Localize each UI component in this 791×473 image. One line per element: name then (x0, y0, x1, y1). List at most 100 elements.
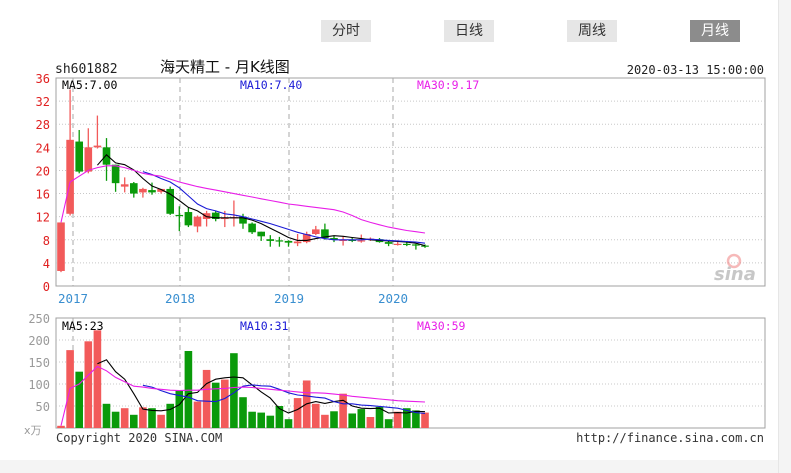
candle-up (57, 222, 65, 271)
candle-down (348, 239, 356, 241)
copyright-text: Copyright 2020 SINA.COM (56, 431, 222, 445)
ma30-price-line (60, 165, 426, 234)
volume-bar-down (384, 419, 393, 428)
year-axis-label: 2020 (378, 291, 408, 306)
volume-axis-tick: 50 (36, 400, 50, 414)
volume-bar-down (403, 408, 411, 428)
volume-bar-up (193, 401, 202, 428)
candle-down (421, 245, 429, 247)
price-plot-frame (55, 77, 766, 287)
candle-down (384, 242, 393, 244)
volume-bar-down (284, 419, 293, 428)
candle-down (412, 244, 420, 246)
price-axis-tick: 12 (36, 211, 50, 225)
candle-down (166, 188, 174, 214)
candle-down (266, 239, 275, 241)
sina-watermark-text: sina (714, 264, 756, 285)
volume-bar-down (248, 411, 256, 428)
year-axis-label: 2019 (274, 291, 304, 306)
price-axis-tick: 4 (43, 257, 50, 271)
volume-bar-down (111, 411, 120, 428)
candle-down (175, 214, 184, 217)
volume-bar-down (257, 412, 265, 428)
volume-bar-down (148, 408, 156, 428)
price-axis-tick: 0 (43, 280, 50, 294)
ma10-price-line (142, 171, 426, 244)
volume-bar-down (275, 406, 284, 428)
candle-up (193, 216, 202, 227)
candle-up (120, 184, 129, 187)
volume-bar-up (293, 398, 302, 428)
price-ma30-legend: MA30:9.17 (417, 78, 479, 92)
volume-bar-down (330, 411, 338, 428)
candle-down (403, 243, 411, 246)
candle-down (239, 216, 247, 224)
tab-weekly[interactable]: 周线 (567, 20, 617, 42)
volume-bar-up (339, 393, 347, 428)
candle-up (84, 147, 93, 172)
year-axis-label: 2017 (58, 291, 88, 306)
candle-down (248, 223, 256, 233)
ma5-volume-line (97, 359, 426, 414)
volume-bar-down (357, 409, 366, 428)
tab-monthly[interactable]: 月线 (690, 20, 740, 42)
volume-bar-down (348, 413, 356, 428)
volume-ma30-legend: MA30:59 (417, 319, 466, 333)
price-axis-tick: 32 (36, 95, 50, 109)
volume-bar-up (157, 414, 165, 428)
volume-bar-down (211, 382, 220, 428)
volume-bar-up (139, 407, 147, 428)
volume-bar-down (166, 403, 174, 428)
tab-daily[interactable]: 日线 (444, 20, 494, 42)
volume-bar-up (93, 330, 102, 428)
page-bottom-band (0, 460, 778, 473)
volume-bar-down (239, 397, 247, 428)
price-axis-tick: 8 (43, 234, 50, 248)
source-url: http://finance.sina.com.cn (576, 431, 764, 445)
candle-down (130, 183, 138, 194)
chart-datetime: 2020-03-13 15:00:00 (627, 63, 764, 77)
volume-panel: 50 100 150 200 250 (28, 312, 766, 429)
volume-axis-tick: 200 (28, 334, 50, 348)
candle-down (75, 141, 83, 172)
candle-up (93, 145, 102, 148)
price-panel: 0 4 8 12 16 20 24 28 32 36 2017 2018 2019 2020 (36, 72, 766, 306)
stock-symbol: sh601882 (55, 62, 118, 77)
volume-bar-up (366, 417, 375, 428)
price-axis-tick: 16 (36, 188, 50, 202)
volume-bar-up (57, 425, 65, 428)
candle-down (211, 212, 220, 219)
candle-down (275, 240, 284, 242)
candle-up (139, 188, 147, 193)
volume-axis-tick: 150 (28, 356, 50, 370)
volume-bar-down (412, 410, 420, 428)
year-axis-label: 2018 (165, 291, 195, 306)
volume-bar-up (421, 412, 429, 428)
candle-down (330, 238, 338, 240)
price-axis-tick: 20 (36, 164, 50, 178)
candle-up (312, 229, 320, 234)
candle-down (257, 231, 265, 237)
volume-bar-down (175, 390, 184, 428)
volume-bar-up (393, 411, 402, 428)
ma5-price-line (96, 154, 426, 247)
volume-bar-down (102, 403, 111, 428)
chart-title: 海天精工 - 月K线图 (160, 58, 290, 76)
candle-up (302, 234, 311, 243)
tab-intraday[interactable]: 分时 (321, 20, 371, 42)
volume-axis-tick: 100 (28, 378, 50, 392)
candle-down (111, 164, 120, 184)
volume-ma10-legend: MA10:31 (240, 319, 289, 333)
price-axis-tick: 28 (36, 118, 50, 132)
volume-ma5-legend: MA5:23 (62, 319, 104, 333)
candle-up (157, 188, 165, 192)
volume-bar-down (184, 351, 193, 428)
volume-bar-up (202, 369, 211, 428)
volume-bar-up (312, 403, 320, 428)
candle-up (293, 241, 302, 244)
volume-bar-up (321, 414, 329, 428)
candle-down (148, 190, 156, 193)
ma30-volume-line (60, 365, 426, 426)
candle-down (321, 229, 329, 239)
